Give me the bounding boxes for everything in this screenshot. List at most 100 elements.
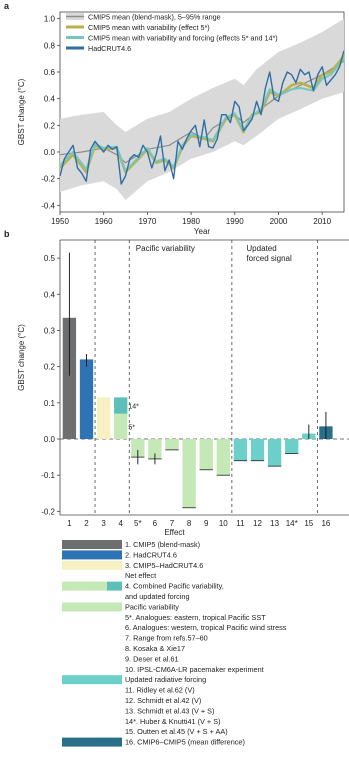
y-tick-label-b: -0.2 <box>41 507 55 516</box>
bar-1 <box>62 317 77 440</box>
bar-9 <box>199 439 213 470</box>
bar-8 <box>182 439 196 508</box>
y-axis-label-a: GBST change (°C) <box>17 78 26 145</box>
range-band-5-95 <box>60 18 344 201</box>
y-tick-label-b: 0.4 <box>44 290 56 299</box>
legend-b-swatch <box>62 581 107 591</box>
bar-14* <box>285 439 299 454</box>
legend-b-swatch <box>62 602 122 612</box>
legend-a-label: HadCRUT4.6 <box>88 44 131 53</box>
x-tick-label-b: 3 <box>101 519 106 528</box>
legend-b-swatch <box>62 675 122 685</box>
x-tick-label-b: 10 <box>219 519 228 528</box>
legend-b-label: 9. Deser et al.61 <box>125 654 179 663</box>
x-axis-label-b: Effect <box>164 528 185 537</box>
y-tick-label-a: 0.6 <box>44 68 56 77</box>
x-tick-label-b: 13 <box>270 519 279 528</box>
series-line-4 <box>59 50 345 185</box>
legend-b-label: 6. Analogues: western, tropical Pacific … <box>125 623 287 632</box>
y-tick-label-b: 0.1 <box>44 399 56 408</box>
x-tick-label-b: 6 <box>153 519 158 528</box>
legend-b-label: 1. CMIP5 (blend-mask) <box>125 540 200 549</box>
bar-2 <box>79 359 94 440</box>
x-tick-label-a: 2010 <box>313 217 331 226</box>
y-tick-label-b: 0.0 <box>44 435 56 444</box>
y-tick-label-a: 0.8 <box>44 41 56 50</box>
x-tick-label-b: 7 <box>170 519 175 528</box>
series-line-3 <box>59 58 345 172</box>
legend-b-label: 4. Combined Pacific variability, <box>125 582 224 591</box>
legend-b-swatch <box>62 560 122 570</box>
x-tick-label-b: 11 <box>236 519 245 528</box>
x-tick-label-b: 12 <box>253 519 262 528</box>
x-tick-label-a: 1950 <box>51 217 69 226</box>
legend-b-label: 14*. Huber & Knutti41 (V + S) <box>125 717 221 726</box>
legend-b-label: 3. CMIP5–HadCRUT4.6 <box>125 561 203 570</box>
legend-b-swatch <box>62 737 122 747</box>
y-tick-label-b: 0.5 <box>44 254 56 263</box>
bar-6 <box>148 439 162 459</box>
legend-b-label: 15. Outten et al.45 (V + S + AA) <box>125 727 228 736</box>
panel-a-frame <box>59 11 345 213</box>
x-axis-label-a: Year <box>194 227 211 236</box>
y-tick-label-a: 0.4 <box>44 95 56 104</box>
y-tick-label-b: 0.3 <box>44 326 56 335</box>
x-tick-label-b: 2 <box>84 519 89 528</box>
bar-11 <box>233 439 248 461</box>
legend-b: 1. CMIP5 (blend-mask)2. HadCRUT4.6 3. CMI… <box>62 540 287 747</box>
x-tick-label-a: 1970 <box>138 217 156 226</box>
legend-a-label: CMIP5 mean (blend-mask), 5–95% range <box>88 13 221 22</box>
x-tick-label-b: 9 <box>204 519 209 528</box>
x-tick-label-b: 14* <box>286 519 298 528</box>
bar-4-segment-label: 5* <box>128 424 135 431</box>
legend-b-label: 11. Ridley et al.62 (V) <box>125 686 195 695</box>
panel-b-label: b <box>4 229 10 239</box>
legend-b-label: 5*. Analogues: eastern, tropical Pacific… <box>125 613 266 622</box>
legend-b-label: Pacific variability <box>125 602 179 611</box>
section-label-pacific: Pacific variability <box>136 244 195 253</box>
legend-a: CMIP5 mean (blend-mask), 5–95% rangeCMIP… <box>66 13 278 53</box>
y-tick-label-a: 0.0 <box>44 148 56 157</box>
panel-a-label: a <box>4 1 10 11</box>
y-tick-label-a: -0.2 <box>41 175 55 184</box>
x-tick-label-b: 5* <box>134 519 142 528</box>
x-tick-label-b: 8 <box>187 519 192 528</box>
legend-b-label: 16. CMIP6–CMIP5 (mean difference) <box>125 738 245 747</box>
x-tick-label-a: 2000 <box>270 217 288 226</box>
y-tick-label-b: -0.1 <box>41 471 55 480</box>
x-tick-label-b: 1 <box>67 519 72 528</box>
y-tick-label-b: 0.2 <box>44 363 56 372</box>
x-tick-label-a: 1980 <box>182 217 200 226</box>
legend-a-label: CMIP5 mean with variability (effect 5*) <box>88 23 210 32</box>
bar-3 <box>96 397 111 440</box>
bar-13 <box>267 439 282 467</box>
y-tick-label-a: 0.2 <box>44 121 56 130</box>
legend-b-swatch <box>62 540 122 549</box>
x-tick-label-b: 4 <box>118 519 123 528</box>
legend-b-label: 12. Schmidt et al.42 (V) <box>125 696 201 705</box>
bar-4-segment <box>114 413 128 440</box>
legend-b-label: 2. HadCRUT4.6 <box>125 550 177 559</box>
bar-5* <box>131 439 145 458</box>
legend-b-label: Net effect <box>125 571 156 580</box>
section-label-forced: forced signal <box>246 254 292 263</box>
legend-b-label: Updated radiative forcing <box>125 675 206 684</box>
x-tick-label-b: 16 <box>321 519 330 528</box>
x-tick-label-a: 1960 <box>95 217 113 226</box>
y-tick-label-a: 1.0 <box>44 15 56 24</box>
bar-7 <box>165 439 179 450</box>
x-tick-label-b: 15 <box>304 519 313 528</box>
x-tick-label-a: 1990 <box>226 217 244 226</box>
bar-10 <box>216 439 230 476</box>
y-axis-label-b: GBST change (°C) <box>17 324 26 391</box>
legend-b-swatch <box>107 581 122 591</box>
bar-12 <box>250 439 265 461</box>
bar-4-segment-label: 14* <box>128 404 139 411</box>
y-tick-label-a: -0.4 <box>41 201 55 210</box>
legend-b-label: and updated forcing <box>125 592 190 601</box>
legend-b-swatch <box>62 550 122 560</box>
section-label-forced: Updated <box>246 244 276 253</box>
legend-b-label: 13. Schmidt et al.43 (V + S) <box>125 706 214 715</box>
legend-b-label: 7. Range from refs.57–60 <box>125 634 208 643</box>
